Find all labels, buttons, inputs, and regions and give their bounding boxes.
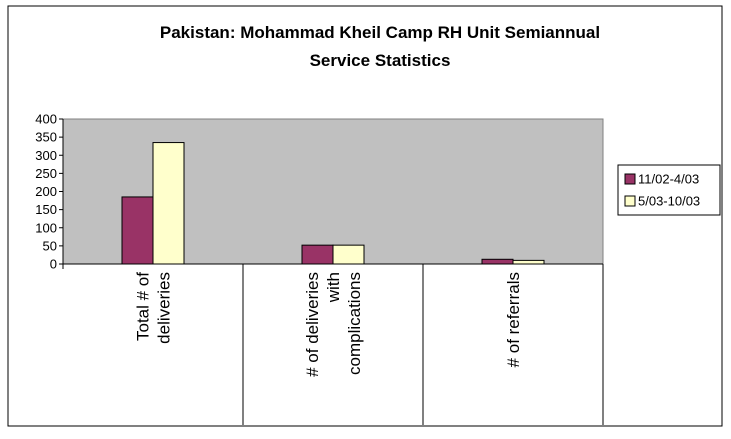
y-tick-label: 100	[35, 220, 57, 235]
y-tick-label: 50	[43, 238, 57, 253]
legend-label: 5/03-10/03	[638, 194, 700, 209]
y-tick-label: 0	[50, 257, 57, 272]
y-tick-label: 250	[35, 166, 57, 181]
y-tick-label: 400	[35, 112, 57, 127]
bar	[512, 259, 545, 265]
x-tick-label: Total # of deliveries	[134, 272, 174, 344]
chart-title: Pakistan: Mohammad Kheil Camp RH Unit Se…	[160, 23, 600, 70]
bar	[301, 244, 334, 265]
bar	[152, 142, 185, 265]
y-tick-label: 200	[35, 184, 57, 199]
legend-swatch	[624, 195, 636, 207]
bar	[481, 258, 514, 265]
legend-box	[617, 164, 721, 216]
y-tick-label: 300	[35, 148, 57, 163]
bar	[121, 196, 154, 265]
y-tick-label: 150	[35, 202, 57, 217]
legend-swatch	[624, 173, 636, 185]
y-tick-label: 350	[35, 130, 57, 145]
bar	[332, 244, 365, 265]
x-tick-label: # of deliveries with complications	[303, 272, 364, 377]
legend-label: 11/02-4/03	[638, 172, 699, 187]
x-tick-label: # of referrals	[504, 272, 523, 367]
